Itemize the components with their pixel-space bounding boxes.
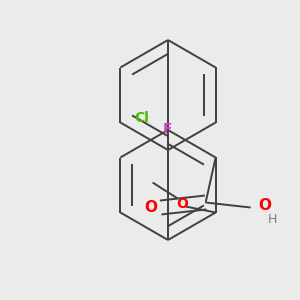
Text: H: H	[268, 213, 277, 226]
Text: O: O	[144, 200, 157, 215]
Text: O: O	[177, 197, 189, 212]
Text: Cl: Cl	[134, 110, 149, 124]
Text: F: F	[163, 122, 173, 136]
Text: O: O	[259, 198, 272, 213]
